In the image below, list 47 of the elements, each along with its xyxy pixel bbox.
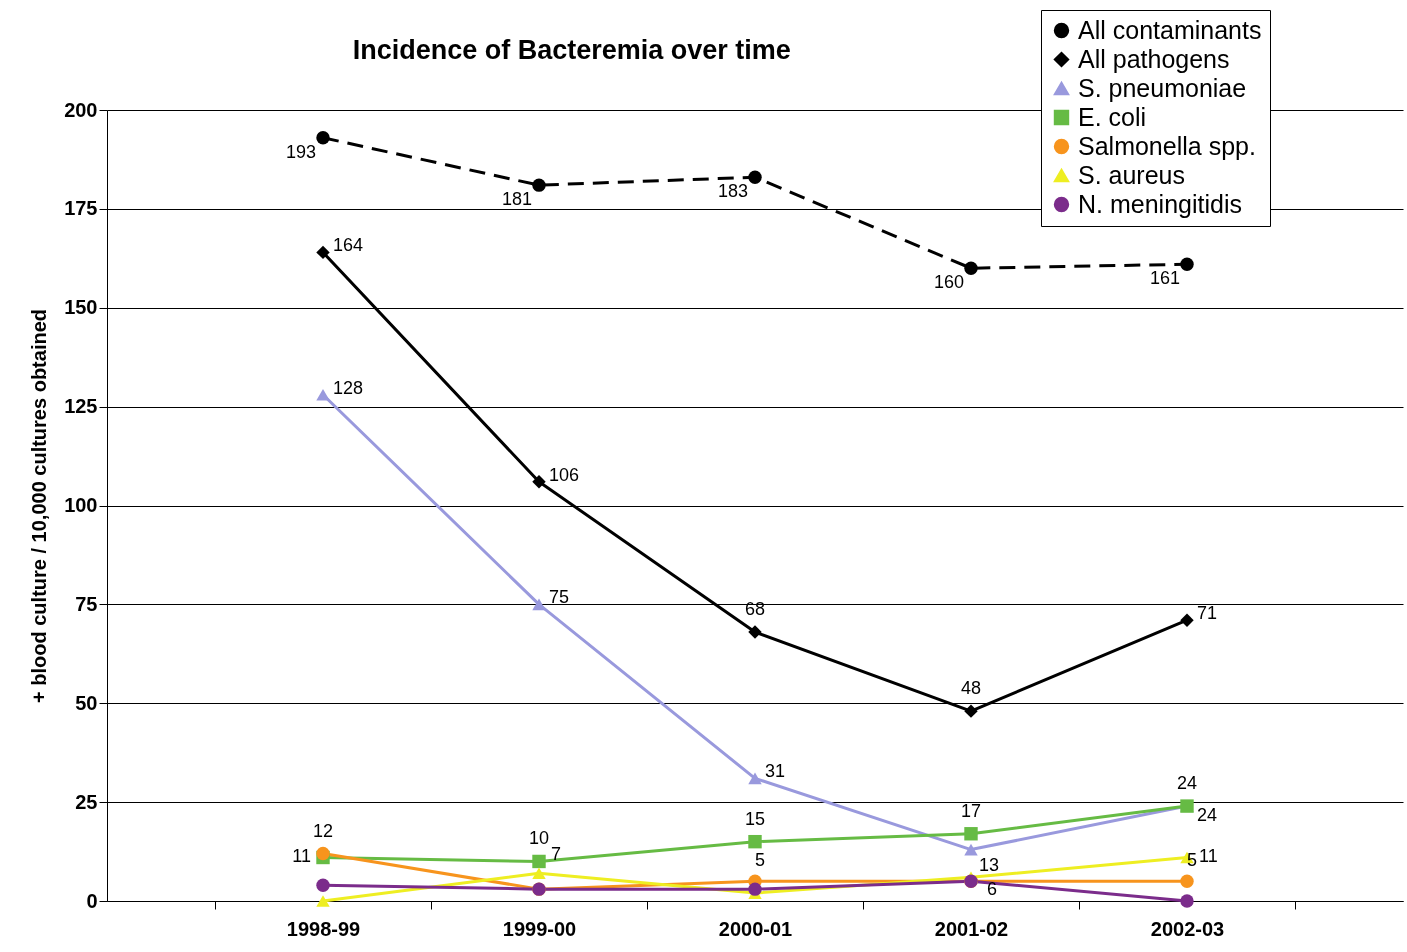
data-label: 71 xyxy=(1197,603,1218,624)
y-axis-title: + blood culture / 10,000 cultures obtained xyxy=(28,309,51,703)
data-label: 17 xyxy=(960,800,982,821)
data-label: 164 xyxy=(333,235,364,256)
data-label: 31 xyxy=(765,761,786,782)
legend-label: S. pneumoniae xyxy=(1078,73,1247,102)
data-label: 183 xyxy=(717,181,749,202)
data-label: 5 xyxy=(1187,850,1198,871)
chart-title: Incidence of Bacteremia over time xyxy=(352,34,791,65)
legend-label: N. meningitidis xyxy=(1078,189,1242,218)
x-tick-label: 1998-99 xyxy=(286,917,361,940)
y-tick-label: 150 xyxy=(64,296,98,319)
data-label: 193 xyxy=(285,141,317,162)
data-label: 106 xyxy=(549,464,580,485)
y-tick-label: 125 xyxy=(64,395,98,418)
data-label: 181 xyxy=(501,189,533,210)
y-tick-label: 200 xyxy=(64,98,98,121)
data-label: 128 xyxy=(333,377,364,398)
data-label: 5 xyxy=(755,850,766,871)
data-label: 15 xyxy=(744,808,766,829)
y-tick-label: 50 xyxy=(75,691,98,714)
legend-label: S. aureus xyxy=(1078,160,1186,189)
data-label: 13 xyxy=(979,854,1000,875)
y-tick-label: 75 xyxy=(75,592,98,615)
legend-label: All pathogens xyxy=(1078,44,1230,73)
y-tick-label: 25 xyxy=(75,790,98,813)
data-label: 6 xyxy=(987,879,998,900)
data-label: 24 xyxy=(1197,805,1218,826)
legend-label: E. coli xyxy=(1078,102,1147,131)
data-label: 12 xyxy=(312,820,334,841)
data-label: 160 xyxy=(933,272,965,293)
y-tick-label: 0 xyxy=(86,889,98,912)
y-tick-label: 175 xyxy=(64,197,98,220)
data-label: 10 xyxy=(528,828,550,849)
data-label: 48 xyxy=(960,678,982,699)
x-tick-label: 2001-02 xyxy=(934,917,1009,940)
data-label: 11 xyxy=(292,846,311,867)
x-tick-label: 2002-03 xyxy=(1150,917,1225,940)
legend-label: Salmonella spp. xyxy=(1078,131,1256,160)
data-label: 11 xyxy=(1199,846,1218,867)
x-tick-label: 1999-00 xyxy=(502,917,577,940)
data-label: 24 xyxy=(1176,773,1198,794)
legend-label: All contaminants xyxy=(1078,15,1262,44)
data-label: 75 xyxy=(549,587,570,608)
y-tick-label: 100 xyxy=(64,494,98,516)
data-label: 161 xyxy=(1149,268,1181,289)
x-tick-label: 2000-01 xyxy=(718,917,793,940)
